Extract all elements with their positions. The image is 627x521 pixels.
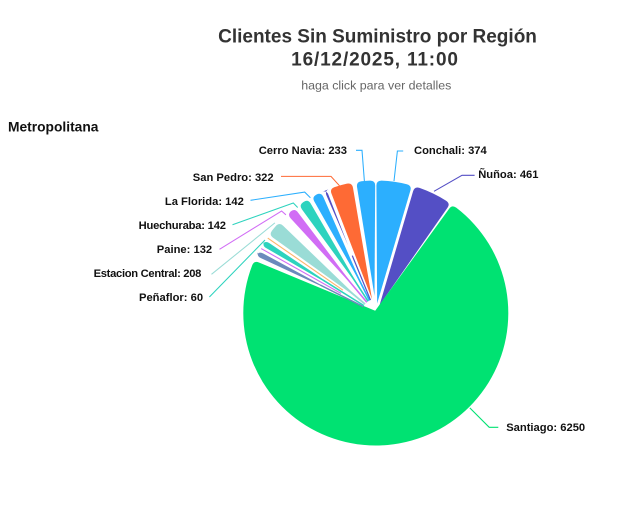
svg-text:Paine: 132: Paine: 132 — [157, 244, 212, 256]
svg-text:Peñaflor: 60: Peñaflor: 60 — [139, 292, 203, 304]
svg-text:Conchali: 374: Conchali: 374 — [414, 145, 488, 157]
svg-text:La Florida: 142: La Florida: 142 — [165, 196, 244, 208]
svg-text:San Pedro: 322: San Pedro: 322 — [193, 172, 274, 184]
svg-text:Cerro Navia: 233: Cerro Navia: 233 — [259, 145, 347, 157]
svg-text:Huechuraba: 142: Huechuraba: 142 — [139, 220, 226, 232]
svg-text:Santiago: 6250: Santiago: 6250 — [506, 422, 585, 434]
svg-text:16/12/2025, 11:00: 16/12/2025, 11:00 — [291, 50, 459, 71]
svg-text:haga click para ver detalles: haga click para ver detalles — [301, 78, 451, 92]
svg-text:Metropolitana: Metropolitana — [8, 119, 99, 134]
svg-text:Clientes Sin Suministro por Re: Clientes Sin Suministro por Región — [218, 27, 537, 48]
svg-text:Estacion Central: 208: Estacion Central: 208 — [94, 268, 202, 280]
svg-text:Ñuñoa: 461: Ñuñoa: 461 — [478, 168, 538, 181]
